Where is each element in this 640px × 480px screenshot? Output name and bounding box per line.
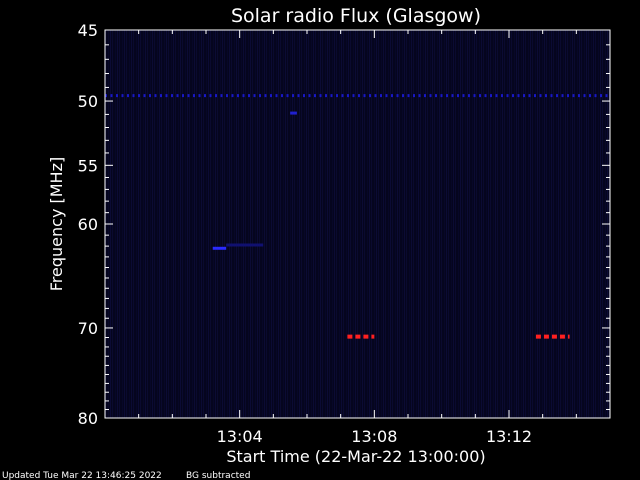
plot-frame (104, 29, 611, 419)
x-axis-label: Start Time (22-Mar-22 13:00:00) (226, 447, 485, 466)
plot-texture (105, 30, 610, 418)
y-axis-label: Frequency [MHz] (47, 157, 66, 291)
x-tick-label: 13:04 (217, 427, 263, 446)
y-tick-label: 60 (78, 215, 98, 234)
x-axis-ticks: 13:04 13:08 13:12 (138, 30, 577, 446)
y-tick-label: 70 (78, 319, 98, 338)
y-tick-label: 55 (78, 156, 98, 175)
updated-timestamp: Updated Tue Mar 22 13:46:25 2022 (2, 471, 162, 480)
x-tick-label: 13:08 (351, 427, 397, 446)
y-axis-ticks: 45 50 55 60 70 80 (78, 21, 610, 428)
y-tick-label: 50 (78, 92, 98, 111)
y-tick-label: 80 (78, 409, 98, 428)
background-note: BG subtracted (186, 471, 250, 480)
chart-title: Solar radio Flux (Glasgow) (231, 5, 481, 27)
spectrogram-features (105, 94, 610, 339)
x-tick-label: 13:12 (486, 427, 532, 446)
y-tick-label: 45 (78, 21, 98, 40)
